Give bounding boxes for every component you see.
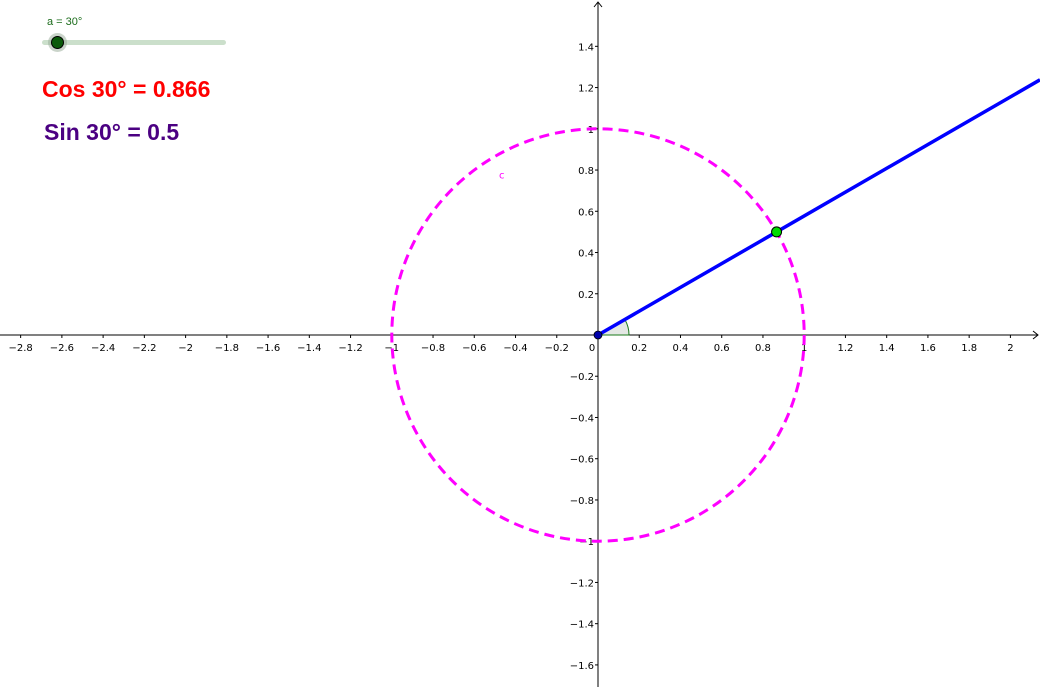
x-tick-label: −1.2 [338, 343, 362, 354]
x-tick-label: 1 [801, 343, 807, 354]
angle-slider-knob[interactable] [51, 36, 65, 49]
y-tick-label: 0.2 [578, 290, 594, 301]
x-tick-label: 0.4 [673, 343, 689, 354]
angle-ray[interactable] [597, 78, 1040, 337]
y-tick-label: −0.8 [570, 496, 594, 507]
x-tick-label: 2 [1007, 343, 1013, 354]
y-tick-label: 0.6 [578, 207, 594, 218]
x-tick-label: −1.6 [256, 343, 280, 354]
circle-point[interactable] [771, 226, 783, 238]
y-tick-label: 1.4 [578, 42, 594, 53]
x-tick-label: 0 [589, 343, 595, 354]
x-tick-label: −1.8 [215, 343, 239, 354]
y-tick-label: −1 [579, 537, 594, 548]
y-tick-label: −0.6 [570, 455, 594, 466]
x-tick-label: −0.8 [421, 343, 445, 354]
x-tick-label: −2.4 [91, 343, 115, 354]
circle-label: c [499, 170, 505, 181]
x-tick-label: −0.2 [545, 343, 569, 354]
x-tick-label: −2.6 [50, 343, 74, 354]
y-tick-label: 1.2 [578, 84, 594, 95]
x-tick-label: −0.6 [462, 343, 486, 354]
y-tick-label: −1.2 [570, 578, 594, 589]
x-tick-label: 1.4 [879, 343, 895, 354]
origin-point[interactable] [593, 330, 603, 340]
sin-text: Sin 30° = 0.5 [44, 119, 180, 145]
angle-slider-track[interactable] [42, 40, 226, 45]
cos-text: Cos 30° = 0.866 [42, 76, 211, 102]
x-tick-label: −0.4 [503, 343, 527, 354]
x-tick-label: −2.2 [132, 343, 156, 354]
y-tick-label: −0.4 [570, 413, 594, 424]
x-tick-label: 0.6 [714, 343, 730, 354]
y-tick-label: 0.8 [578, 166, 594, 177]
slider-label: a = 30° [47, 16, 83, 28]
y-tick-label: −1.4 [570, 620, 594, 631]
y-tick-label: 0.4 [578, 249, 594, 260]
x-tick-label: −1.4 [297, 343, 321, 354]
x-tick-label: 1.2 [837, 343, 853, 354]
unit-circle[interactable] [390, 127, 806, 543]
tick-labels: −2.8 −2.6 −2.4 −2.2 −2 −1.8 −1.6 −1.4 −1.2 −1 −0.8… [8, 42, 1013, 672]
x-axis-arrow-icon [1032, 330, 1039, 340]
y-axis-arrow-icon [593, 1, 603, 8]
x-tick-label: 0.2 [631, 343, 647, 354]
x-tick-label: 1.8 [961, 343, 977, 354]
y-tick-label: −0.2 [570, 372, 594, 383]
x-tick-label: −2.8 [8, 343, 32, 354]
x-tick-label: −2 [178, 343, 193, 354]
x-tick-label: 1.6 [920, 343, 936, 354]
y-tick-label: −1.6 [570, 661, 594, 672]
x-tick-label: 0.8 [755, 343, 771, 354]
